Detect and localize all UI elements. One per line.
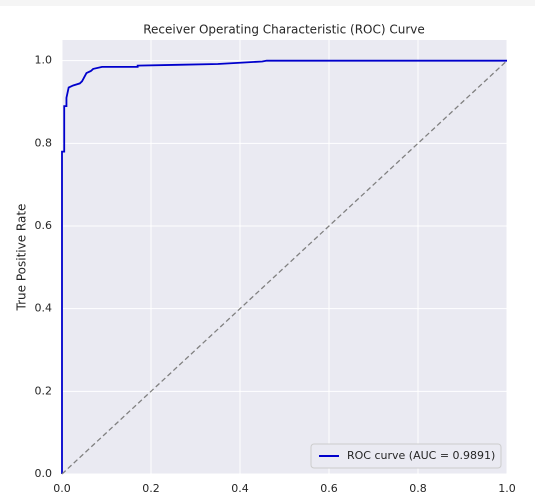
y-tick-label: 1.0	[35, 54, 53, 67]
x-tick-label: 0.8	[409, 482, 427, 495]
y-tick-label: 0.8	[35, 136, 53, 149]
legend-box	[310, 443, 502, 469]
x-tick-label: 0.6	[320, 482, 338, 495]
x-tick-label: 0.0	[53, 482, 71, 495]
y-axis-label: True Positive Rate	[15, 204, 29, 312]
series-line	[61, 60, 508, 475]
chart-title: Receiver Operating Characteristic (ROC) …	[143, 23, 425, 37]
x-tick-label: 0.2	[142, 482, 160, 495]
plot-area	[62, 40, 507, 474]
y-tick-label: 0.2	[35, 384, 53, 397]
x-tick-label: 0.4	[231, 482, 249, 495]
y-tick-label: 0.6	[35, 219, 53, 232]
legend-label: ROC curve (AUC = 0.9891)	[347, 449, 495, 462]
top-strip	[0, 0, 535, 6]
y-tick-label: 0.4	[35, 302, 53, 315]
x-tick-label: 1.0	[498, 482, 516, 495]
series-line	[61, 59, 507, 474]
y-tick-label: 0.0	[35, 467, 53, 480]
